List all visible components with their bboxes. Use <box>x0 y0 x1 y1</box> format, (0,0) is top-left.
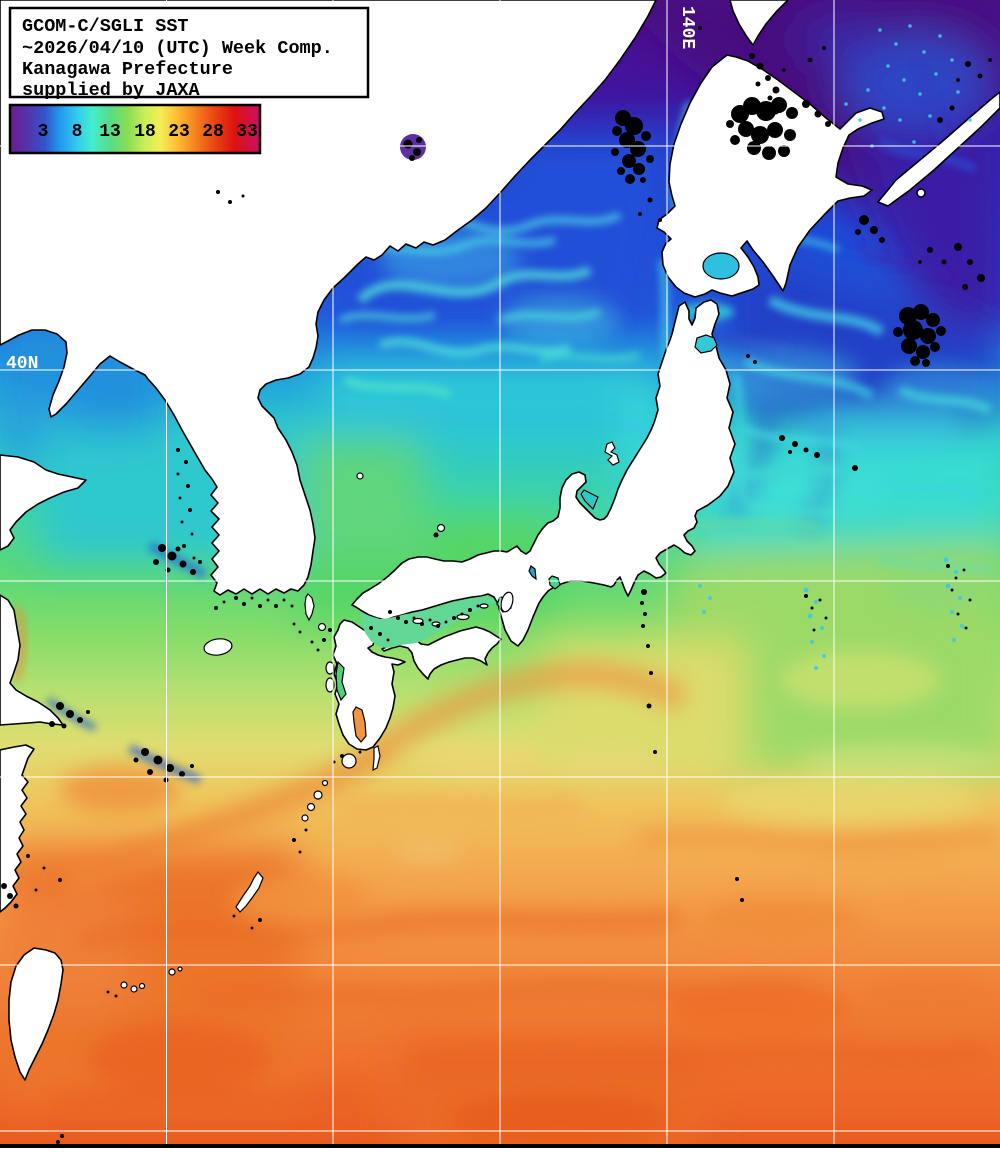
svg-text:18: 18 <box>134 122 156 142</box>
svg-text:8: 8 <box>72 122 83 142</box>
svg-text:28: 28 <box>202 122 224 142</box>
svg-text:13: 13 <box>99 122 121 142</box>
svg-text:supplied by JAXA: supplied by JAXA <box>22 80 201 101</box>
svg-text:~2026/04/10 (UTC) Week Comp.: ~2026/04/10 (UTC) Week Comp. <box>22 38 333 59</box>
svg-text:Kanagawa Prefecture: Kanagawa Prefecture <box>22 59 233 80</box>
svg-text:3: 3 <box>38 122 49 142</box>
svg-text:GCOM-C/SGLI SST: GCOM-C/SGLI SST <box>22 16 189 37</box>
svg-text:33: 33 <box>236 122 258 142</box>
svg-text:140E: 140E <box>677 6 697 49</box>
svg-text:40N: 40N <box>6 354 38 374</box>
svg-text:23: 23 <box>168 122 190 142</box>
